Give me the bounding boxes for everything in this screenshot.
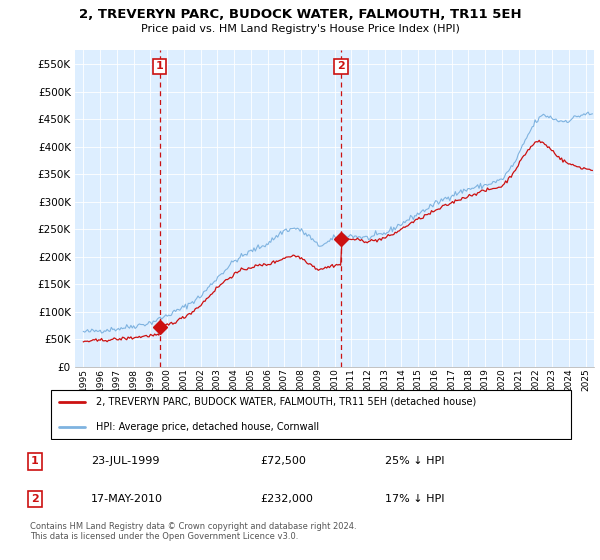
Text: Contains HM Land Registry data © Crown copyright and database right 2024.
This d: Contains HM Land Registry data © Crown c… — [30, 522, 356, 542]
FancyBboxPatch shape — [50, 390, 571, 438]
Text: 17% ↓ HPI: 17% ↓ HPI — [385, 494, 444, 504]
Text: 2: 2 — [337, 62, 345, 72]
Text: £232,000: £232,000 — [260, 494, 313, 504]
Text: 2: 2 — [31, 494, 39, 504]
Text: £72,500: £72,500 — [260, 456, 307, 466]
Text: 2, TREVERYN PARC, BUDOCK WATER, FALMOUTH, TR11 5EH: 2, TREVERYN PARC, BUDOCK WATER, FALMOUTH… — [79, 8, 521, 21]
Text: 2, TREVERYN PARC, BUDOCK WATER, FALMOUTH, TR11 5EH (detached house): 2, TREVERYN PARC, BUDOCK WATER, FALMOUTH… — [95, 397, 476, 407]
Text: 1: 1 — [31, 456, 39, 466]
Text: Price paid vs. HM Land Registry's House Price Index (HPI): Price paid vs. HM Land Registry's House … — [140, 24, 460, 34]
Text: 25% ↓ HPI: 25% ↓ HPI — [385, 456, 444, 466]
Text: 1: 1 — [155, 62, 163, 72]
Text: 17-MAY-2010: 17-MAY-2010 — [91, 494, 163, 504]
Text: HPI: Average price, detached house, Cornwall: HPI: Average price, detached house, Corn… — [95, 422, 319, 432]
Text: 23-JUL-1999: 23-JUL-1999 — [91, 456, 160, 466]
